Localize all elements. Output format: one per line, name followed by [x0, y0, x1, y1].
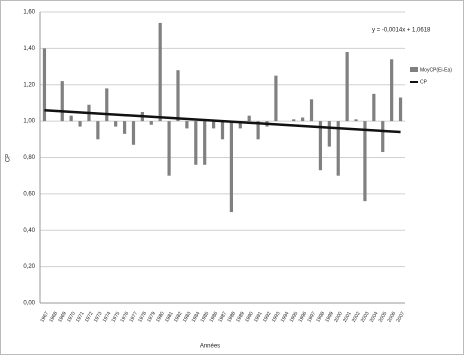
bar	[96, 121, 100, 140]
bar	[131, 121, 136, 145]
bar	[69, 115, 73, 122]
y-tick-label: 1,40	[23, 46, 35, 52]
x-tick-label: 1991	[253, 311, 264, 324]
x-tick-label: 2006	[387, 311, 398, 324]
bar	[167, 121, 171, 176]
x-tick-label: 1983	[182, 311, 193, 324]
bar	[238, 121, 242, 129]
x-tick-label: 1985	[200, 311, 211, 324]
bar	[318, 121, 323, 171]
bar	[256, 121, 260, 140]
x-tick-label: 1989	[235, 311, 246, 324]
bar	[220, 121, 225, 140]
bar	[381, 121, 385, 153]
x-tick-label: 1998	[315, 311, 326, 324]
x-tick-label: 1984	[191, 311, 202, 324]
bar	[185, 121, 189, 129]
x-tick-label: 1970	[66, 311, 77, 324]
x-tick-label: 1973	[93, 311, 104, 324]
bar	[363, 121, 367, 202]
x-tick-label: 1978	[137, 311, 148, 324]
bar	[345, 52, 349, 122]
y-tick-label: 1,60	[23, 10, 35, 16]
bar	[176, 70, 180, 122]
bar	[149, 121, 153, 125]
x-tick-label: 2003	[360, 311, 371, 324]
bar	[78, 121, 82, 127]
bar	[247, 115, 251, 122]
x-tick-label: 1988	[226, 311, 237, 324]
x-tick-label: 1971	[75, 311, 86, 324]
x-tick-label: 2002	[351, 311, 362, 324]
bar	[42, 48, 47, 122]
x-tick-label: 1995	[289, 311, 300, 324]
x-tick-label: 1980	[155, 311, 166, 324]
equation: y = -0,0014x + 1,0618	[372, 28, 431, 34]
bar	[398, 97, 403, 122]
bar	[354, 119, 358, 122]
x-tick-label: 1976	[119, 311, 130, 324]
bar	[203, 121, 207, 165]
bar	[327, 121, 331, 147]
x-tick-label: 1972	[84, 311, 95, 324]
x-tick-label: 1987	[217, 311, 228, 324]
trend-line	[44, 108, 401, 134]
x-tick-label: 1982	[173, 311, 184, 324]
bar	[292, 119, 296, 122]
x-tick-label: 1992	[262, 311, 273, 324]
bar	[194, 121, 198, 165]
x-axis-label: Années	[200, 344, 220, 350]
bar	[105, 88, 109, 122]
y-tick-label: 0,60	[23, 191, 35, 197]
y-tick-label: 0,40	[23, 228, 35, 234]
x-tick-label: 1969	[57, 311, 68, 324]
x-tick-label: 1967	[39, 311, 50, 324]
legend-label: MoyCP(Ei-Ea)	[420, 67, 452, 73]
bar	[301, 117, 305, 122]
x-tick-label: 1975	[111, 311, 122, 324]
x-tick-label: 1996	[298, 311, 309, 324]
x-tick-label: 1981	[164, 311, 175, 324]
x-tick-label: 1990	[244, 311, 255, 324]
bar	[390, 59, 394, 122]
bar	[274, 75, 278, 122]
x-tick-label: 2004	[369, 311, 380, 324]
x-tick-label: 1986	[209, 311, 220, 324]
bar	[114, 121, 118, 127]
x-tick-label: 2005	[378, 311, 389, 324]
y-tick-label: 0,20	[23, 264, 35, 270]
bar	[211, 121, 216, 129]
x-tick-label: 1979	[146, 311, 157, 324]
x-tick-label: 1999	[324, 311, 335, 324]
x-tick-label: 1994	[280, 311, 291, 324]
bar	[309, 99, 314, 122]
bar	[158, 22, 162, 122]
x-tick-label: 2000	[333, 311, 344, 324]
bar	[372, 93, 376, 122]
y-tick-label: 1,00	[23, 119, 35, 125]
x-tick-label: 1977	[128, 311, 139, 324]
bar	[336, 121, 340, 176]
legend-label: CP	[420, 79, 428, 85]
y-axis-label: CP	[6, 154, 12, 162]
x-tick-label: 1993	[271, 311, 282, 324]
legend-swatch	[410, 67, 418, 72]
x-tick-label: 2007	[395, 311, 406, 324]
x-tick-label: 1974	[102, 311, 113, 324]
y-tick-label: 0,80	[23, 155, 35, 161]
bar	[229, 121, 234, 213]
x-tick-label: 2001	[342, 311, 353, 324]
y-tick-label: 1,20	[23, 82, 35, 88]
y-tick-label: 0,00	[23, 301, 35, 307]
x-tick-label: 1997	[306, 311, 317, 324]
x-tick-label: 1968	[48, 311, 59, 324]
bar	[122, 121, 127, 134]
bar	[60, 81, 64, 122]
